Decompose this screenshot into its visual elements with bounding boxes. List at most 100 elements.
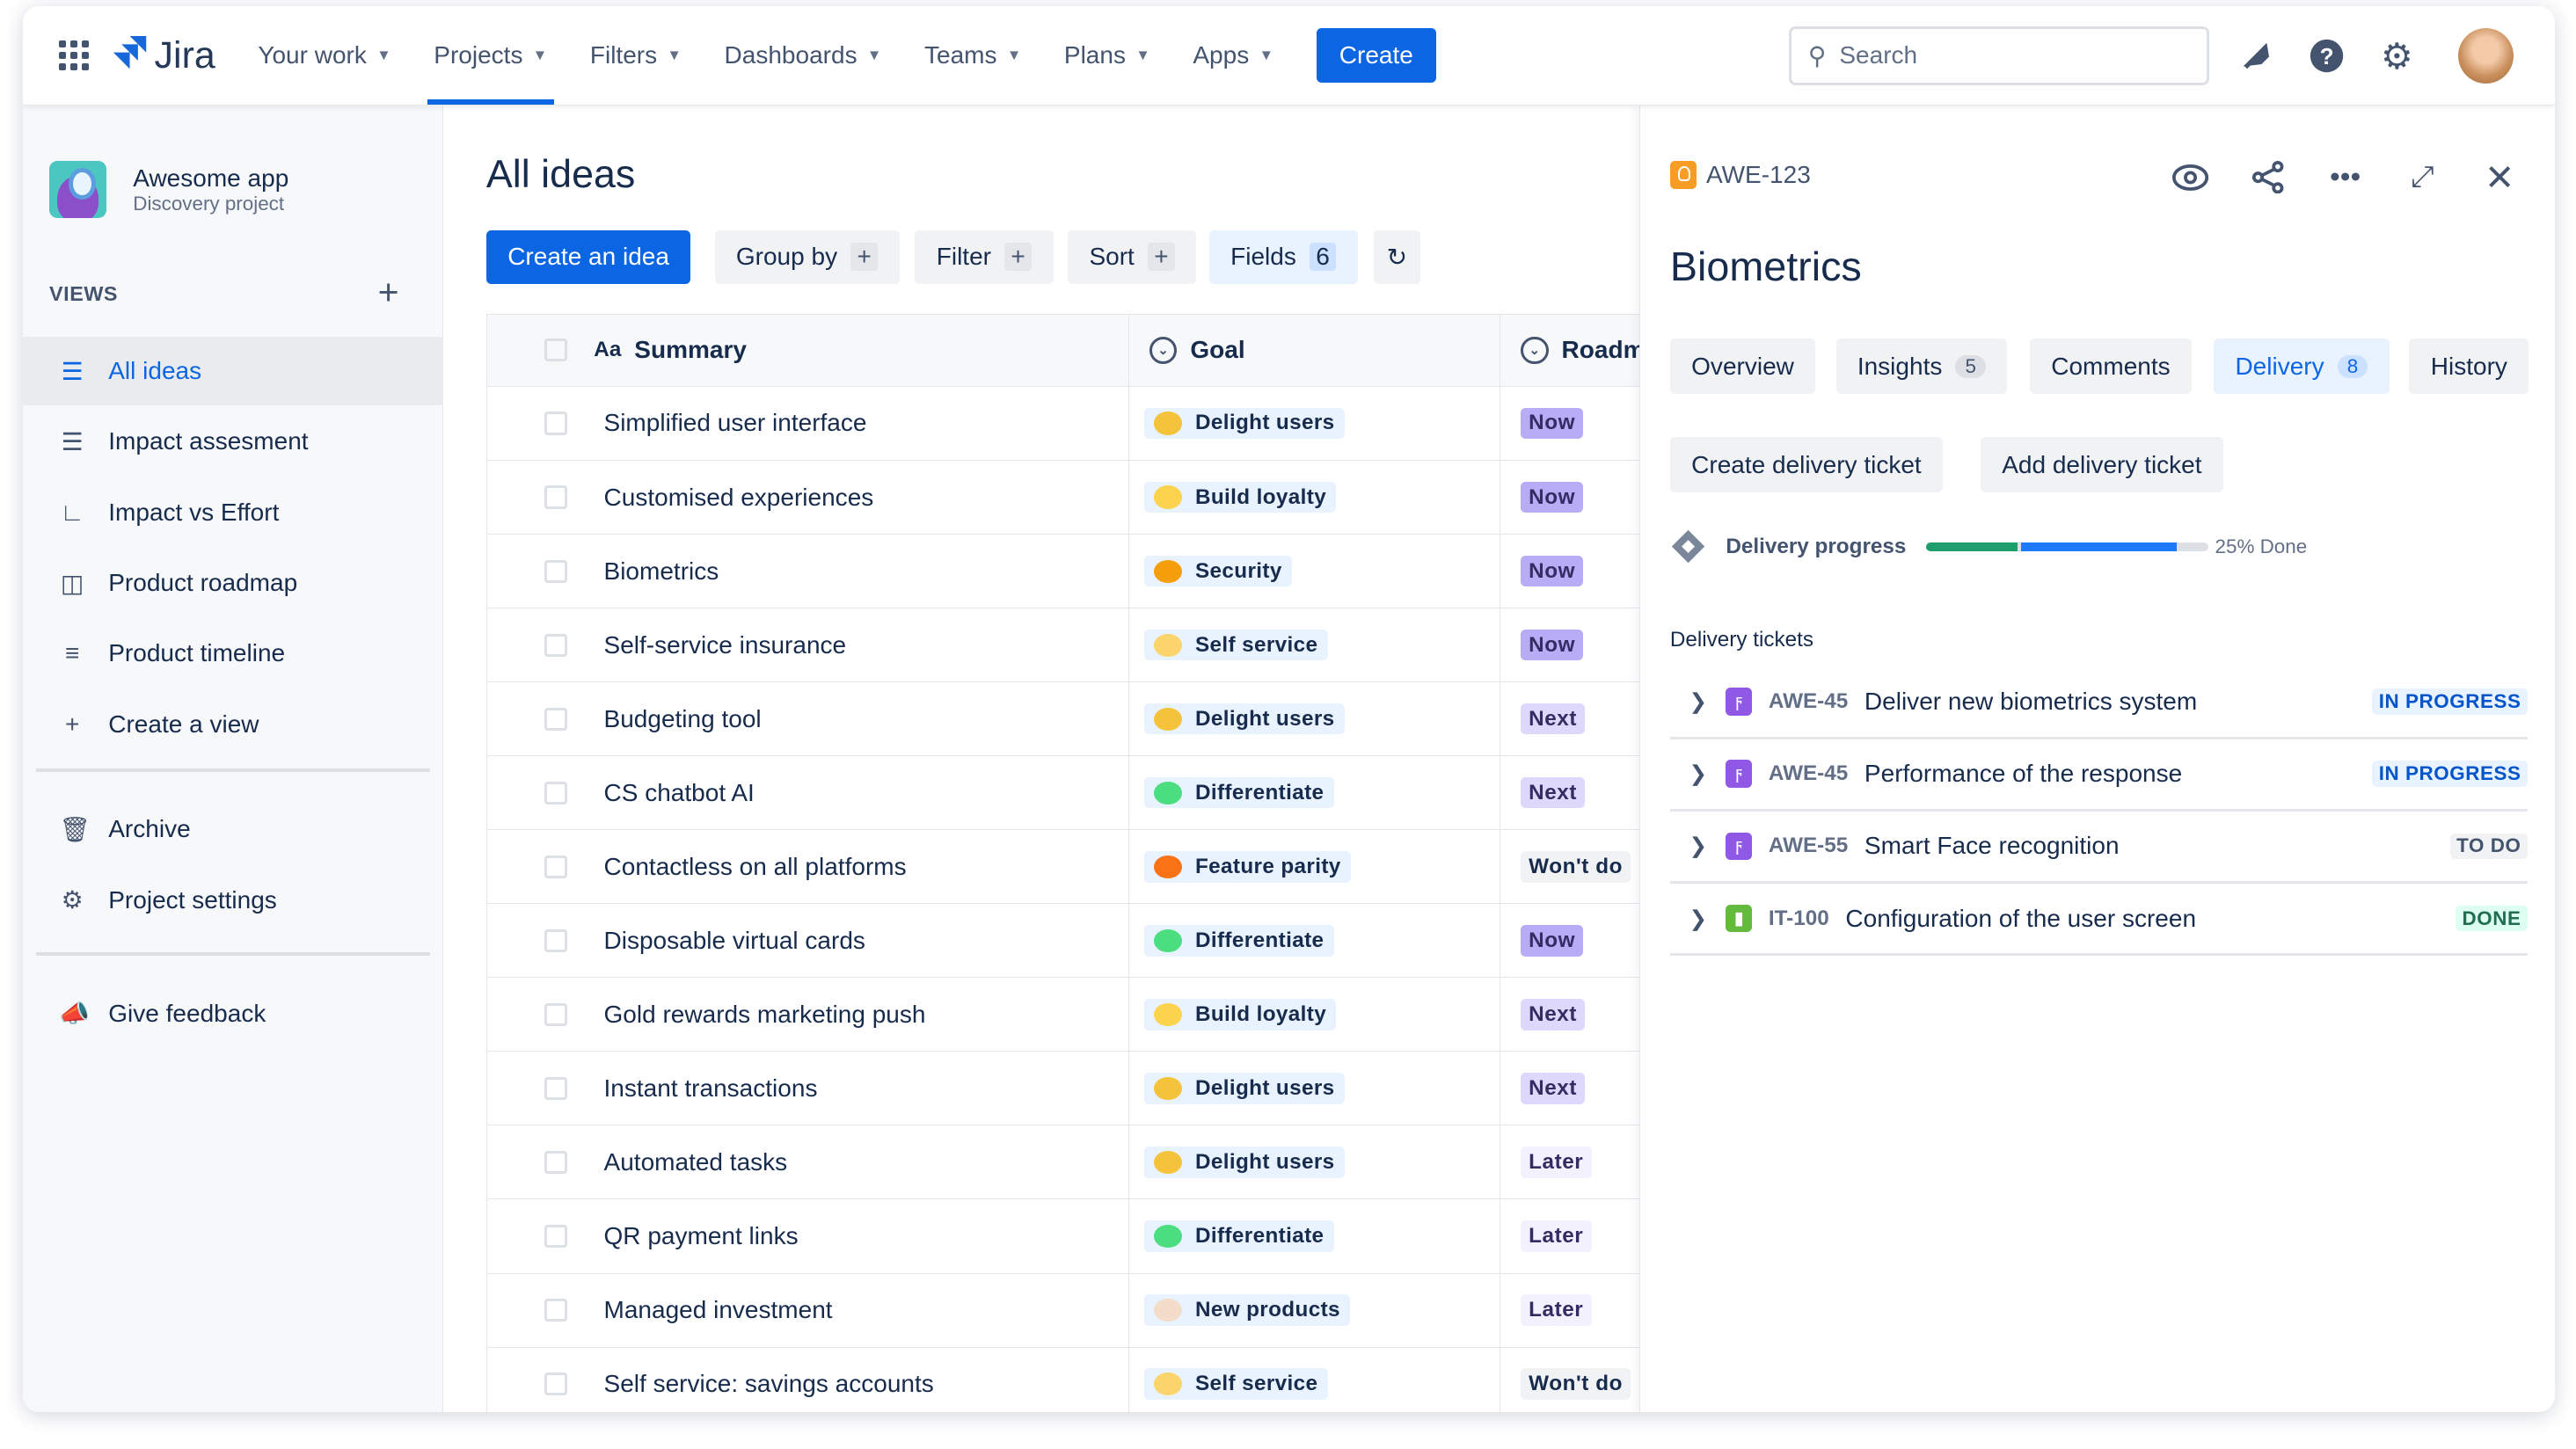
- panel-tab[interactable]: Insights 5: [1835, 338, 2008, 395]
- goal-tag[interactable]: Delight users: [1144, 407, 1345, 440]
- goal-tag[interactable]: New products: [1144, 1294, 1351, 1326]
- idea-summary[interactable]: Biometrics: [603, 557, 719, 585]
- table-row[interactable]: Automated tasks Delight users Later: [486, 1125, 1640, 1200]
- goal-tag[interactable]: Build loyalty: [1144, 481, 1337, 513]
- chevron-right-icon[interactable]: ❯: [1689, 762, 1707, 787]
- row-checkbox[interactable]: [544, 928, 568, 952]
- idea-summary[interactable]: Disposable virtual cards: [603, 926, 865, 954]
- ticket-name[interactable]: Deliver new biometrics system: [1864, 687, 2198, 715]
- sidebar-item[interactable]: ∟ Impact vs Effort: [23, 478, 443, 547]
- table-row[interactable]: Self service: savings accounts Self servi…: [487, 1347, 1639, 1413]
- roadmap-tag[interactable]: Now: [1520, 407, 1584, 440]
- delivery-ticket[interactable]: ❯ ▮ IT-100 Configuration of the user screen…: [1669, 884, 2528, 957]
- table-row[interactable]: QR payment links Differentiate Later: [486, 1199, 1640, 1274]
- nav-item[interactable]: Dashboards ▼: [725, 6, 882, 105]
- sidebar-item[interactable]: ◫ Product roadmap: [23, 549, 443, 617]
- nav-item[interactable]: Projects ▼: [427, 6, 554, 106]
- roadmap-tag[interactable]: Now: [1520, 925, 1584, 957]
- sidebar-item[interactable]: ☰ All ideas: [23, 336, 444, 406]
- chevron-right-icon[interactable]: ❯: [1689, 834, 1707, 859]
- table-row[interactable]: Instant transactions Delight users Next: [486, 1052, 1640, 1126]
- goal-tag[interactable]: Differentiate: [1144, 776, 1334, 809]
- idea-summary[interactable]: Budgeting tool: [603, 704, 762, 732]
- row-checkbox[interactable]: [544, 1224, 568, 1249]
- table-row[interactable]: Managed investment New products Later: [486, 1273, 1640, 1348]
- user-avatar[interactable]: [2457, 27, 2514, 84]
- roadmap-tag[interactable]: Next: [1520, 703, 1586, 735]
- delivery-ticket[interactable]: ❯ ϝ AWE-45 Deliver new biometrics system IN …: [1669, 666, 2528, 739]
- idea-summary[interactable]: Instant transactions: [603, 1074, 818, 1102]
- roadmap-tag[interactable]: Next: [1520, 1073, 1586, 1104]
- add-delivery-ticket-button[interactable]: Add delivery ticket: [1980, 436, 2223, 493]
- ticket-status[interactable]: IN PROGRESS: [2372, 761, 2528, 788]
- row-checkbox[interactable]: [544, 1002, 568, 1026]
- ticket-name[interactable]: Smart Face recognition: [1864, 832, 2120, 860]
- row-checkbox[interactable]: [544, 411, 568, 435]
- roadmap-tag[interactable]: Next: [1520, 999, 1586, 1030]
- table-row[interactable]: Disposable virtual cards Differentiate Now: [486, 904, 1640, 979]
- filter-button[interactable]: Filter +: [915, 229, 1054, 285]
- panel-tab[interactable]: History: [2409, 338, 2529, 395]
- row-checkbox[interactable]: [544, 1373, 568, 1396]
- roadmap-tag[interactable]: Later: [1520, 1294, 1592, 1326]
- table-row[interactable]: Simplified user interface Delight users No…: [486, 386, 1640, 462]
- expand-icon[interactable]: ⤢: [2410, 160, 2434, 193]
- chevron-right-icon[interactable]: ❯: [1689, 689, 1707, 714]
- row-checkbox[interactable]: [544, 707, 568, 731]
- ticket-key[interactable]: AWE-45: [1768, 688, 1849, 713]
- search-input[interactable]: ⚲ Search: [1789, 25, 2210, 86]
- delivery-ticket[interactable]: ❯ ϝ AWE-55 Smart Face recognition TO DO: [1669, 812, 2528, 884]
- roadmap-tag[interactable]: Won't do: [1520, 851, 1631, 883]
- sidebar-item[interactable]: ≡ Product timeline: [23, 619, 443, 688]
- ticket-status[interactable]: IN PROGRESS: [2372, 688, 2528, 715]
- chevron-right-icon[interactable]: ❯: [1689, 907, 1707, 931]
- ticket-status[interactable]: TO DO: [2449, 833, 2528, 860]
- notifications-icon[interactable]: [2237, 36, 2277, 76]
- goal-tag[interactable]: Differentiate: [1144, 925, 1334, 957]
- sort-button[interactable]: Sort +: [1068, 229, 1197, 285]
- auto-sort-button[interactable]: ↻: [1373, 229, 1420, 285]
- idea-summary[interactable]: CS chatbot AI: [603, 778, 755, 806]
- goal-tag[interactable]: Delight users: [1144, 703, 1345, 735]
- app-switcher-icon[interactable]: [59, 40, 89, 70]
- summary-header[interactable]: Summary: [634, 336, 747, 364]
- table-row[interactable]: Gold rewards marketing push Build loyalty…: [486, 978, 1640, 1052]
- sidebar-item[interactable]: + Create a view: [23, 690, 443, 759]
- row-checkbox[interactable]: [544, 633, 568, 657]
- panel-tab[interactable]: Delivery 8: [2214, 338, 2390, 395]
- goal-tag[interactable]: Build loyalty: [1144, 999, 1337, 1030]
- goal-tag[interactable]: Security: [1144, 555, 1292, 587]
- row-checkbox[interactable]: [544, 781, 568, 805]
- ticket-name[interactable]: Configuration of the user screen: [1845, 904, 2197, 932]
- share-icon[interactable]: [2248, 157, 2288, 197]
- table-row[interactable]: CS chatbot AI Differentiate Next: [486, 756, 1640, 831]
- roadmap-tag[interactable]: Now: [1520, 481, 1584, 513]
- fields-button[interactable]: Fields 6: [1208, 229, 1358, 285]
- roadmap-header[interactable]: Roadm: [1561, 336, 1640, 364]
- settings-icon[interactable]: ⚙: [2380, 35, 2413, 76]
- roadmap-tag[interactable]: Now: [1520, 629, 1584, 661]
- ticket-key[interactable]: AWE-45: [1768, 761, 1849, 786]
- idea-summary[interactable]: QR payment links: [603, 1222, 799, 1249]
- create-delivery-ticket-button[interactable]: Create delivery ticket: [1669, 436, 1944, 493]
- table-row[interactable]: Customised experiences Build loyalty Now: [486, 461, 1640, 535]
- table-row[interactable]: Contactless on all platforms Feature pari…: [486, 830, 1640, 905]
- sidebar-item[interactable]: ⚙ Project settings: [23, 865, 443, 934]
- add-view-button[interactable]: +: [377, 271, 399, 312]
- table-row[interactable]: Biometrics Security Now: [486, 535, 1640, 609]
- table-row[interactable]: Self-service insurance Self service Now: [486, 608, 1640, 683]
- help-icon[interactable]: ?: [2307, 36, 2346, 76]
- nav-item[interactable]: Filters ▼: [590, 6, 682, 105]
- more-icon[interactable]: •••: [2329, 160, 2361, 193]
- table-row[interactable]: Budgeting tool Delight users Next: [486, 682, 1640, 757]
- nav-item[interactable]: Teams ▼: [924, 6, 1021, 105]
- create-idea-button[interactable]: Create an idea: [485, 229, 691, 285]
- watch-icon[interactable]: [2171, 157, 2211, 197]
- nav-item[interactable]: Your work ▼: [258, 6, 390, 105]
- close-icon[interactable]: ✕: [2485, 157, 2515, 198]
- roadmap-tag[interactable]: Later: [1520, 1220, 1592, 1252]
- goal-tag[interactable]: Self service: [1144, 1368, 1328, 1400]
- ticket-name[interactable]: Performance of the response: [1864, 760, 2183, 788]
- goal-tag[interactable]: Delight users: [1144, 1147, 1345, 1178]
- nav-item[interactable]: Apps ▼: [1193, 6, 1273, 105]
